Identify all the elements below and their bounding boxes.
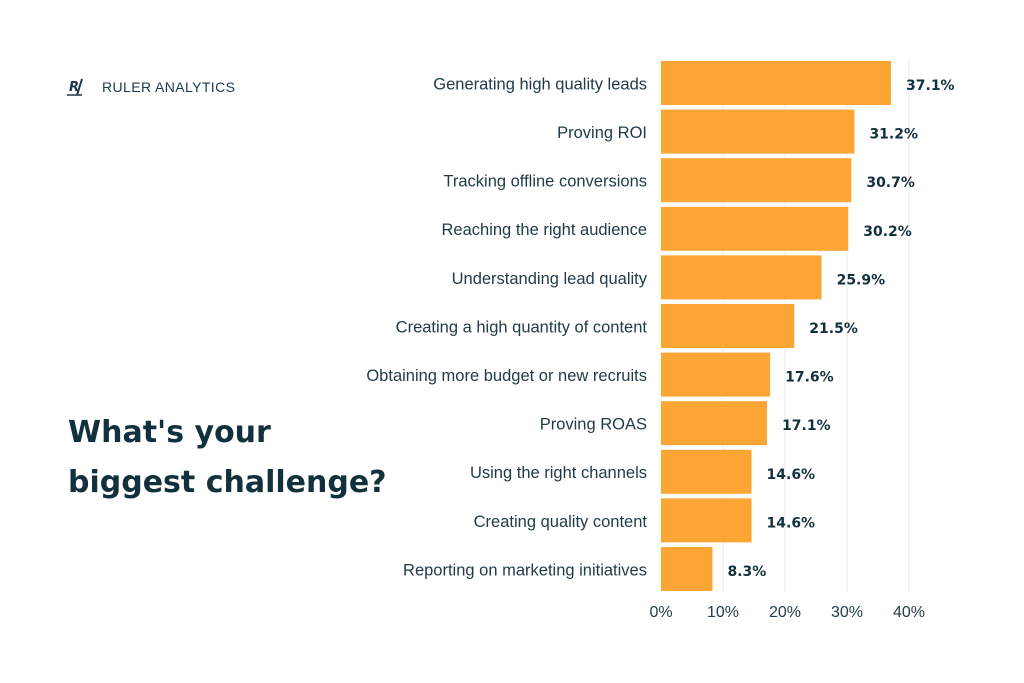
value-label: 31.2%	[869, 127, 918, 143]
category-label: Obtaining more budget or new recruits	[366, 367, 647, 385]
chart-title-line-2: biggest challenge?	[68, 465, 387, 500]
category-label: Tracking offline conversions	[443, 173, 647, 191]
value-label: 30.7%	[866, 175, 915, 191]
bar	[661, 352, 771, 397]
category-label: Creating a high quantity of content	[396, 318, 648, 336]
category-label: Understanding lead quality	[452, 270, 648, 288]
brand-logo: R RULER ANALYTICS	[66, 76, 235, 98]
chart-title: What's your biggest challenge?	[68, 408, 398, 508]
brand-name: RULER ANALYTICS	[102, 79, 236, 95]
category-label: Generating high quality leads	[433, 75, 647, 93]
bar	[661, 61, 892, 105]
value-label: 17.1%	[782, 418, 831, 434]
category-label: Proving ROI	[557, 124, 647, 142]
x-tick-label: 30%	[831, 604, 863, 621]
bar	[661, 206, 849, 251]
bar	[661, 449, 752, 494]
x-tick-label: 10%	[707, 604, 739, 621]
category-label: Creating quality content	[474, 513, 648, 531]
bar	[661, 255, 822, 300]
bar	[661, 401, 768, 446]
value-label: 14.6%	[767, 467, 816, 483]
x-tick-label: 20%	[769, 604, 801, 621]
bar	[661, 109, 855, 154]
value-label: 17.6%	[785, 370, 834, 386]
bar	[661, 304, 795, 348]
svg-text:R: R	[69, 80, 79, 95]
category-label: Proving ROAS	[540, 416, 647, 434]
value-label: 21.5%	[809, 321, 858, 337]
x-tick-label: 0%	[649, 604, 672, 621]
x-tick-label: 40%	[893, 604, 925, 621]
value-label: 30.2%	[863, 224, 912, 240]
category-label: Reporting on marketing initiatives	[403, 561, 647, 579]
bar	[661, 158, 852, 203]
category-label: Reaching the right audience	[442, 221, 647, 239]
value-label: 37.1%	[906, 78, 955, 94]
value-label: 25.9%	[837, 272, 886, 288]
value-label: 8.3%	[727, 564, 766, 580]
ruler-logo-icon: R	[67, 78, 83, 96]
value-label: 14.6%	[767, 515, 816, 531]
category-label: Using the right channels	[470, 464, 647, 482]
bar	[661, 547, 713, 591]
chart-title-line-1: What's your	[68, 415, 271, 450]
bar	[661, 498, 752, 543]
